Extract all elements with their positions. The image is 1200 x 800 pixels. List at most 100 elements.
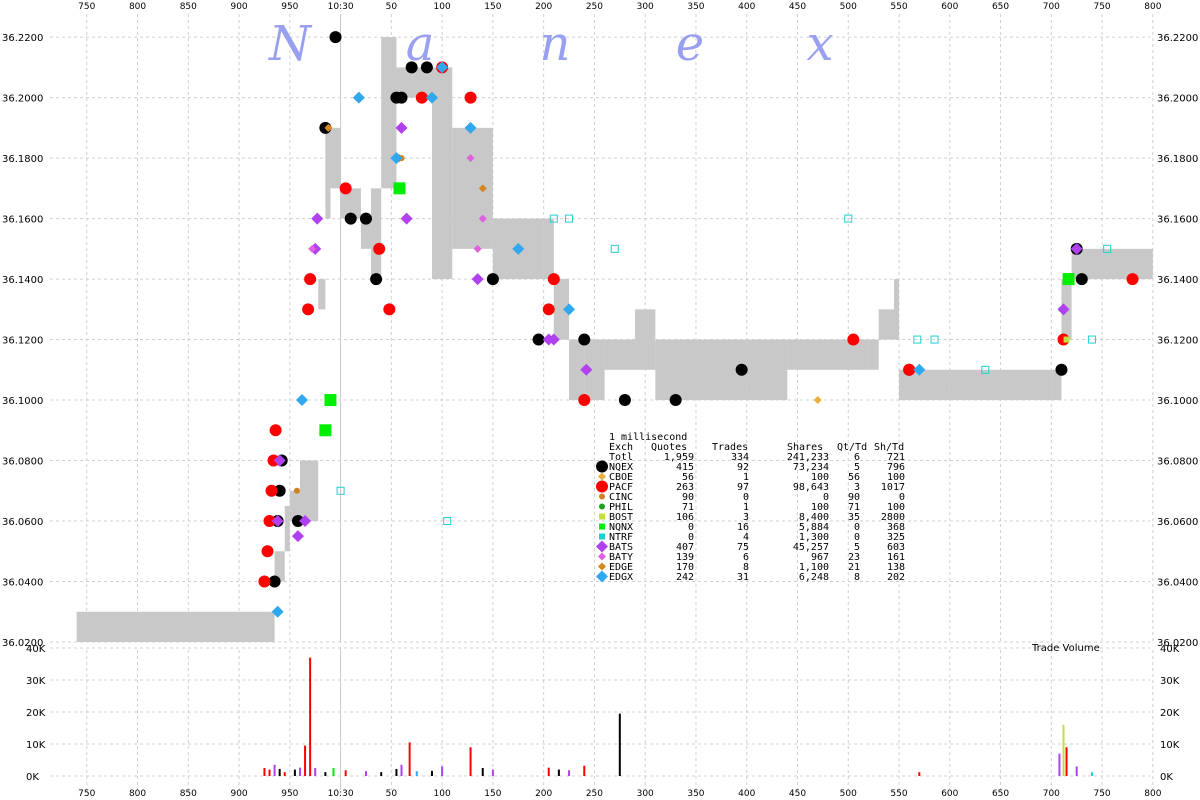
y-tick-label-left: 36.1000: [2, 396, 43, 407]
x-tick-label-top: 250: [586, 2, 603, 12]
legend-marker-cboe: [598, 472, 606, 481]
legend-cell: 100: [887, 502, 905, 513]
legend-cell: 5: [854, 462, 860, 473]
pacf-point: [258, 575, 271, 588]
x-tick-label-top: 100: [434, 2, 451, 12]
edgx-point: [913, 363, 926, 376]
volume-bar: [583, 765, 586, 776]
legend-cell: 1: [743, 472, 749, 483]
legend-cell: 8: [854, 572, 860, 583]
legend-cell: 75: [737, 542, 749, 553]
x-tick-label-bottom: 900: [230, 789, 247, 799]
legend-cell: 106: [676, 512, 694, 523]
edgx-point: [390, 152, 403, 165]
legend-cell: 1,300: [799, 532, 829, 543]
pacf-point: [415, 91, 428, 104]
nqex-point: [1055, 363, 1068, 376]
x-tick-label-top: 750: [78, 2, 95, 12]
volume-bar: [1090, 772, 1093, 776]
x-tick-label-top: 650: [992, 2, 1009, 12]
legend-cell: 100: [811, 502, 829, 513]
nbbo-band-segment: [325, 127, 331, 219]
edge-point: [324, 123, 333, 132]
legend-cell: 6: [743, 552, 749, 563]
legend-cell: 4: [743, 532, 749, 543]
legend-cell: 0: [688, 532, 694, 543]
nbbo-band-segment: [635, 309, 656, 370]
legend-cell: 16: [737, 522, 749, 533]
legend-cell: 2800: [881, 512, 905, 523]
x-tick-label-bottom: 600: [941, 789, 958, 799]
volume-bar: [283, 772, 286, 776]
bats-point: [273, 454, 286, 467]
nqex-point: [735, 363, 748, 376]
nqex-point: [359, 212, 372, 225]
nbbo-band-segment: [340, 188, 361, 219]
legend-cell: 45,257: [793, 542, 829, 553]
legend-cell: 1017: [881, 482, 905, 493]
y-tick-label-left: 36.0600: [2, 517, 43, 528]
x-tick-label-top: 150: [484, 2, 501, 12]
legend-cell: 796: [887, 462, 905, 473]
pacf-point: [265, 484, 278, 497]
edgx-point: [296, 394, 309, 407]
y-tick-label-right: 36.1600: [1157, 215, 1198, 226]
x-tick-label-top: 950: [281, 2, 298, 12]
nbbo-band-segment: [330, 127, 341, 189]
grid-lines: [0, 14, 1200, 790]
legend-cell: 0: [854, 532, 860, 543]
x-tick-label-top: 10:30: [328, 2, 354, 12]
legend-cell: 97: [737, 482, 749, 493]
x-tick-label-bottom: 500: [840, 789, 857, 799]
volume-bar: [618, 713, 621, 776]
ntrf-point: [981, 365, 990, 374]
legend-marker-nqex: [596, 460, 608, 473]
nbbo-band-segment: [569, 339, 585, 401]
legend-cell: 334: [731, 452, 749, 463]
ntrf-point: [913, 335, 922, 344]
legend-cell: 31: [737, 572, 749, 583]
vol-tick-label-left: 20K: [26, 708, 46, 719]
legend-header: Quotes: [651, 442, 687, 453]
x-tick-label-top: 800: [129, 2, 146, 12]
bats-point: [291, 530, 304, 543]
legend-cell: 8,400: [799, 512, 829, 523]
x-tick-label-bottom: 700: [1043, 789, 1060, 799]
volume-bar: [268, 769, 271, 776]
y-tick-label-left: 36.0800: [2, 457, 43, 468]
legend-cell: EDGE: [609, 562, 633, 573]
legend-cell: 1,959: [664, 452, 694, 463]
cboe-point: [813, 396, 822, 405]
bats-point: [1057, 303, 1070, 316]
x-tick-label-top: 550: [890, 2, 907, 12]
bats-point: [271, 515, 284, 528]
legend-cell: 100: [811, 472, 829, 483]
nqex-point: [370, 273, 383, 286]
legend-cell: NQNX: [609, 522, 633, 533]
legend-cell: 92: [737, 462, 749, 473]
x-tick-label-bottom: 10:30: [328, 789, 354, 799]
legend-cell: 0: [899, 492, 905, 503]
volume-bar: [547, 767, 550, 776]
nbbo-band-segment: [360, 218, 372, 249]
pacf-point: [578, 394, 591, 407]
nbbo-band-segment: [543, 218, 554, 280]
legend-cell: 90: [682, 492, 694, 503]
pacf-point: [339, 182, 352, 195]
nqnx-point: [324, 394, 337, 407]
nbbo-band-segment: [746, 339, 788, 401]
volume-bar: [314, 768, 317, 776]
bats-point: [395, 121, 408, 134]
nbbo-band-segment: [584, 339, 605, 401]
x-tick-label-bottom: 150: [484, 789, 501, 799]
edgx-point: [436, 61, 449, 74]
nbbo-band-segment: [284, 505, 290, 552]
ntrf-point: [1087, 335, 1096, 344]
legend-cell: 242: [676, 572, 694, 583]
nbbo-band-segment: [1051, 369, 1062, 401]
nqex-point: [1075, 273, 1088, 286]
volume-bar: [332, 768, 335, 776]
legend-cell: 1: [743, 502, 749, 513]
legend-cell: 967: [811, 552, 829, 563]
